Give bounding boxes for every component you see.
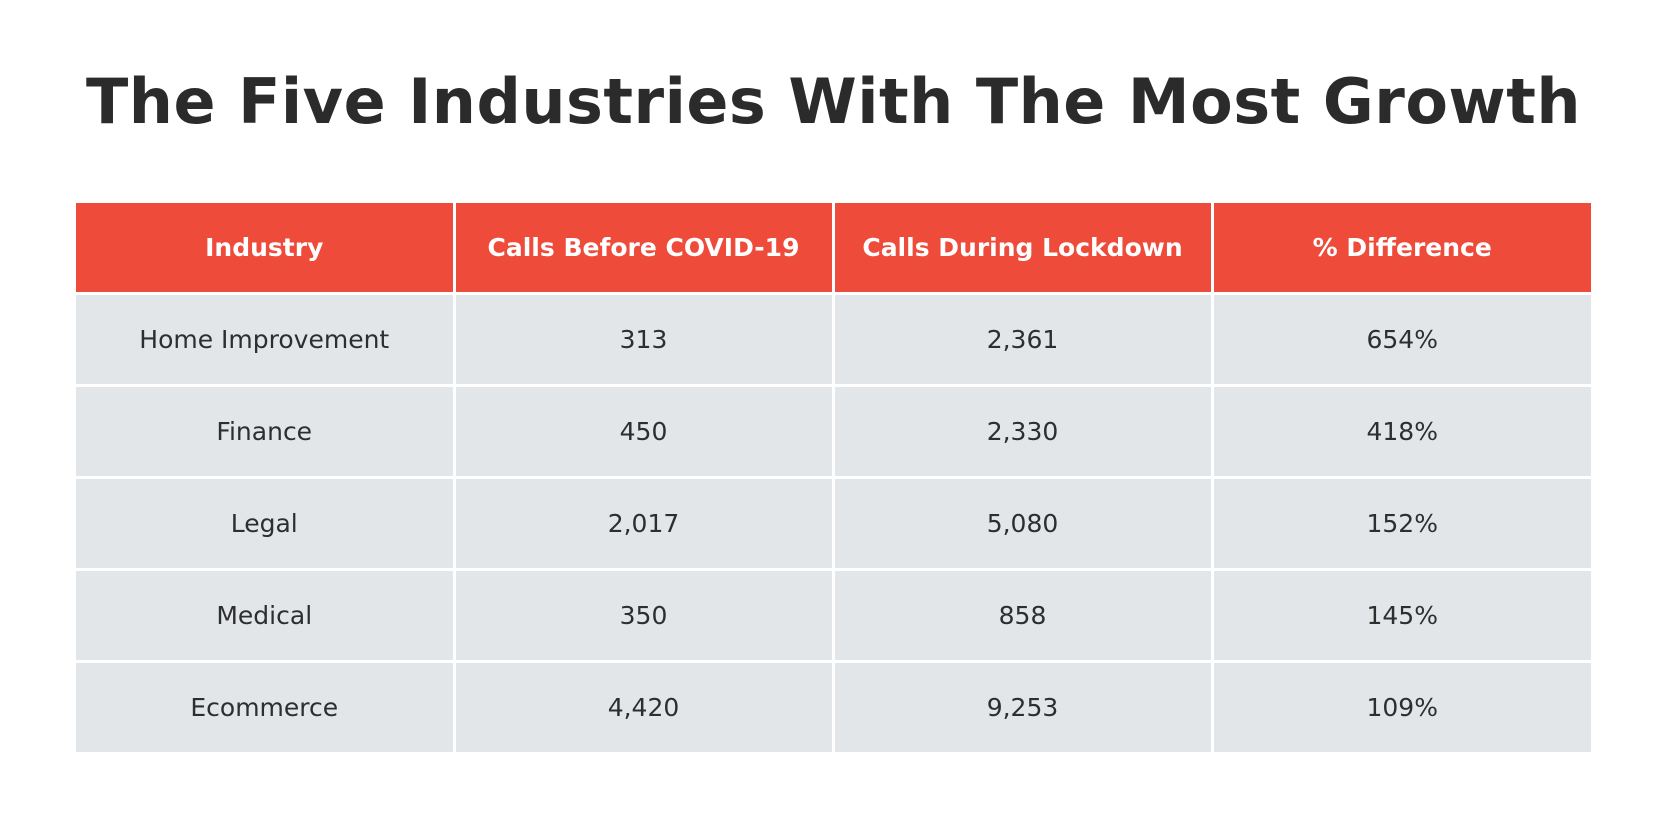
table-row: Legal 2,017 5,080 152% [76, 477, 1591, 571]
table-row: Finance 450 2,330 418% [76, 385, 1591, 479]
cell-calls-during: 858 [831, 569, 1212, 663]
cell-calls-during: 5,080 [831, 477, 1212, 571]
column-header-calls-before: Calls Before COVID-19 [452, 203, 833, 295]
cell-difference: 152% [1210, 477, 1591, 571]
cell-industry: Ecommerce [76, 661, 454, 752]
header-row: Industry Calls Before COVID-19 Calls Dur… [76, 203, 1591, 295]
cell-difference: 654% [1210, 293, 1591, 387]
cell-calls-before: 4,420 [452, 661, 833, 752]
cell-difference: 109% [1210, 661, 1591, 752]
page-title: The Five Industries With The Most Growth [86, 65, 1581, 138]
table-row: Ecommerce 4,420 9,253 109% [76, 661, 1591, 752]
cell-calls-before: 2,017 [452, 477, 833, 571]
table-row: Medical 350 858 145% [76, 569, 1591, 663]
cell-difference: 418% [1210, 385, 1591, 479]
cell-calls-before: 450 [452, 385, 833, 479]
column-header-difference: % Difference [1210, 203, 1591, 295]
cell-difference: 145% [1210, 569, 1591, 663]
column-header-industry: Industry [76, 203, 454, 295]
cell-calls-before: 313 [452, 293, 833, 387]
cell-calls-during: 2,361 [831, 293, 1212, 387]
growth-table: Industry Calls Before COVID-19 Calls Dur… [76, 203, 1591, 752]
cell-calls-during: 9,253 [831, 661, 1212, 752]
cell-industry: Finance [76, 385, 454, 479]
cell-industry: Legal [76, 477, 454, 571]
cell-calls-during: 2,330 [831, 385, 1212, 479]
cell-industry: Medical [76, 569, 454, 663]
table-header: Industry Calls Before COVID-19 Calls Dur… [76, 203, 1591, 295]
cell-calls-before: 350 [452, 569, 833, 663]
column-header-calls-during: Calls During Lockdown [831, 203, 1212, 295]
table-body: Home Improvement 313 2,361 654% Finance … [76, 293, 1591, 752]
cell-industry: Home Improvement [76, 293, 454, 387]
table-row: Home Improvement 313 2,361 654% [76, 293, 1591, 387]
